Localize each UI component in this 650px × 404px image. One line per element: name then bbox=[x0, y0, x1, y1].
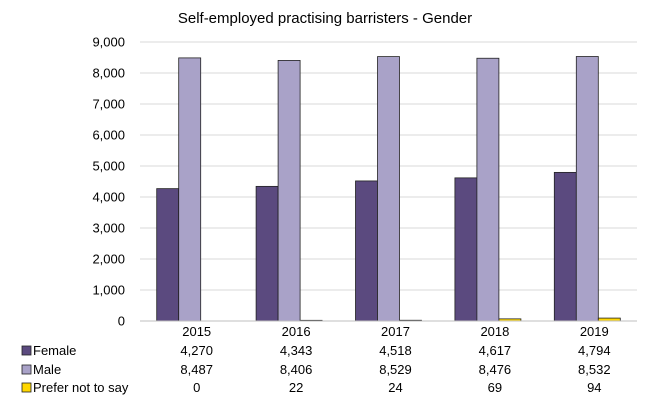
data-label: 4,617 bbox=[479, 343, 512, 358]
x-tick-label: 2016 bbox=[282, 324, 311, 339]
data-label: 69 bbox=[488, 380, 502, 395]
legend-label: Male bbox=[33, 362, 61, 377]
bar-female-2018 bbox=[454, 177, 478, 322]
y-tick-label: 2,000 bbox=[92, 252, 125, 267]
legend-key-male bbox=[21, 364, 32, 375]
bar-female-2017 bbox=[355, 180, 378, 322]
y-tick-label: 8,000 bbox=[92, 66, 125, 81]
data-label: 8,487 bbox=[180, 362, 213, 377]
x-tick-label: 2017 bbox=[381, 324, 410, 339]
x-tick-label: 2015 bbox=[182, 324, 211, 339]
data-label: 0 bbox=[193, 380, 200, 395]
bar-male-2019 bbox=[575, 56, 599, 322]
data-label: 4,518 bbox=[379, 343, 412, 358]
legend-key-prefer-not-to-say bbox=[21, 382, 32, 393]
data-label: 8,529 bbox=[379, 362, 412, 377]
x-tick-label: 2019 bbox=[580, 324, 609, 339]
bar-male-2018 bbox=[476, 57, 500, 322]
y-tick-label: 4,000 bbox=[92, 190, 125, 205]
y-tick-label: 0 bbox=[118, 314, 125, 329]
bar-female-2015 bbox=[156, 188, 180, 322]
bar-female-2016 bbox=[255, 185, 279, 322]
y-tick-label: 5,000 bbox=[92, 159, 125, 174]
data-label: 8,406 bbox=[280, 362, 313, 377]
bar-male-2016 bbox=[277, 60, 301, 322]
chart-title: Self-employed practising barristers - Ge… bbox=[177, 10, 473, 27]
bar-male-2015 bbox=[178, 57, 202, 322]
bar-male-2017 bbox=[377, 56, 400, 322]
data-label: 4,794 bbox=[578, 343, 611, 358]
data-label: 8,476 bbox=[479, 362, 512, 377]
data-label: 94 bbox=[587, 380, 601, 395]
legend-label: Prefer not to say bbox=[33, 380, 129, 395]
y-tick-label: 7,000 bbox=[92, 97, 125, 112]
bar-female-2019 bbox=[553, 171, 577, 322]
y-tick-label: 9,000 bbox=[92, 35, 125, 50]
legend-key-female bbox=[21, 345, 32, 356]
data-label: 24 bbox=[388, 380, 402, 395]
legend-label: Female bbox=[33, 343, 76, 358]
y-tick-label: 6,000 bbox=[92, 128, 125, 143]
y-tick-label: 3,000 bbox=[92, 221, 125, 236]
data-label: 4,270 bbox=[180, 343, 213, 358]
data-label: 8,532 bbox=[578, 362, 611, 377]
data-label: 22 bbox=[289, 380, 303, 395]
y-tick-label: 1,000 bbox=[92, 283, 125, 298]
data-label: 4,343 bbox=[280, 343, 313, 358]
x-tick-label: 2018 bbox=[480, 324, 509, 339]
